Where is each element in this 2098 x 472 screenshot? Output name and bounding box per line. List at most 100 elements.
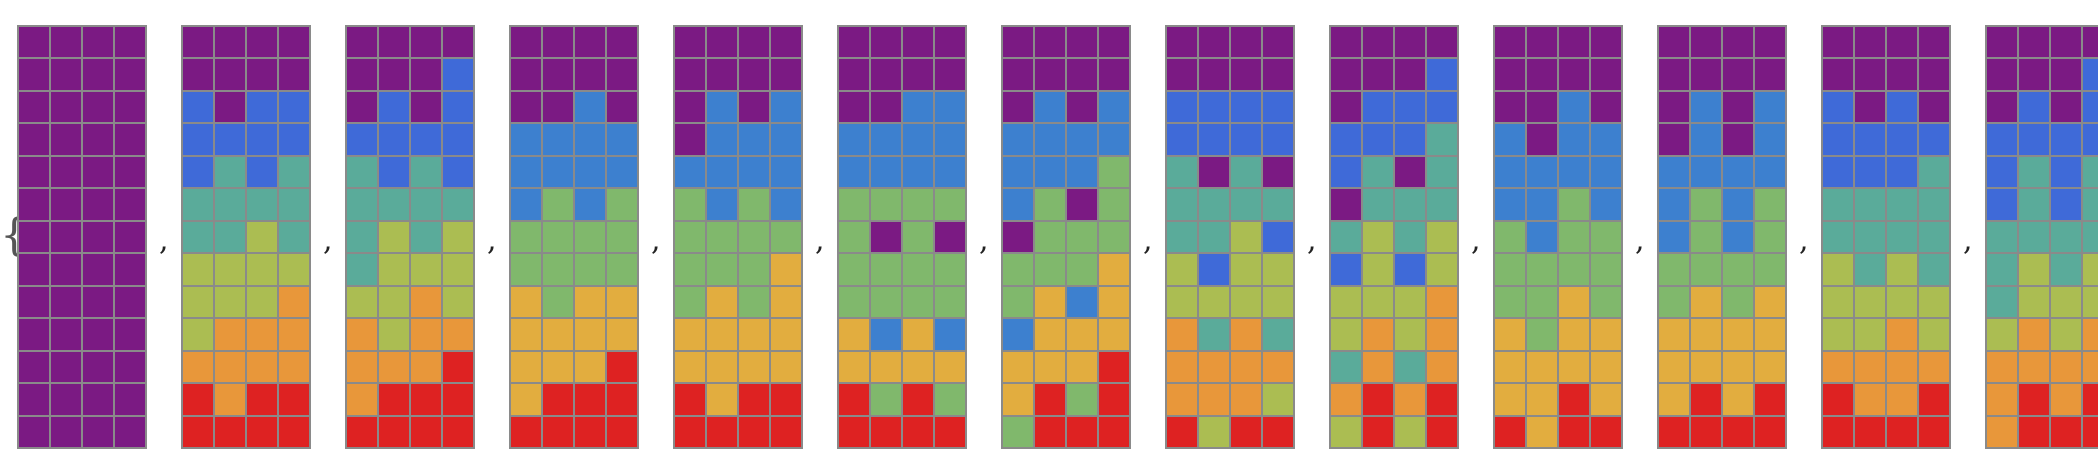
- grid-cell: [215, 384, 245, 415]
- grid-cell: [379, 351, 409, 383]
- grid-cell: [1003, 91, 1033, 123]
- grid-cell: [115, 254, 145, 285]
- grid-cell: [1755, 384, 1785, 415]
- grid-cell: [1887, 416, 1917, 447]
- grid-cell: [115, 124, 145, 155]
- grid-cell: [1067, 27, 1097, 58]
- grid-cell: [1919, 91, 1949, 123]
- grid-cell: [1099, 27, 1129, 58]
- grid-cell: [411, 27, 441, 58]
- grid-cell: [1427, 351, 1457, 383]
- grid-cell: [1919, 124, 1949, 155]
- grid-cell: [1855, 124, 1885, 155]
- grid-cell: [1199, 189, 1229, 220]
- grid-cell: [1527, 27, 1557, 58]
- grid-cell: [443, 254, 473, 285]
- grid-cell: [935, 416, 965, 447]
- grid-cell: [1855, 416, 1885, 447]
- grid-cell: [51, 384, 81, 415]
- color-grid: [1329, 25, 1459, 449]
- grid-cell: [607, 124, 637, 155]
- grid-cell: [1363, 156, 1393, 188]
- grid-cell: [2083, 351, 2098, 383]
- grid-cell: [115, 286, 145, 318]
- grid-cell: [1099, 319, 1129, 350]
- grid-cell: [1363, 27, 1393, 58]
- grid-cell: [1395, 189, 1425, 220]
- grid-cell: [1755, 416, 1785, 447]
- grid-cell: [1823, 254, 1853, 285]
- grid-cell: [347, 124, 377, 155]
- grid-cell: [51, 156, 81, 188]
- grid-cell: [1363, 59, 1393, 90]
- grid-cell: [1723, 416, 1753, 447]
- grid-cell: [903, 124, 933, 155]
- grid-cell: [1495, 416, 1525, 447]
- grid-cell: [411, 189, 441, 220]
- grid-cell: [1755, 156, 1785, 188]
- grid-cell: [575, 286, 605, 318]
- grid-cell: [115, 27, 145, 58]
- grid-cell: [1167, 286, 1197, 318]
- grid-cell: [543, 91, 573, 123]
- grid-cell: [2051, 27, 2081, 58]
- grid-cell: [2051, 221, 2081, 253]
- grid-cell: [543, 27, 573, 58]
- grid-cell: [1003, 189, 1033, 220]
- grid-cell: [1659, 27, 1689, 58]
- grid-cell: [1559, 351, 1589, 383]
- grid-cell: [707, 59, 737, 90]
- grid-cell: [1395, 351, 1425, 383]
- grid-cell: [1427, 27, 1457, 58]
- grid-cell: [1591, 286, 1621, 318]
- grid-cell: [1723, 156, 1753, 188]
- grid-cell: [739, 27, 769, 58]
- grid-cell: [839, 189, 869, 220]
- grid-cell: [411, 254, 441, 285]
- grid-cell: [1755, 27, 1785, 58]
- grid-cell: [1559, 286, 1589, 318]
- grid-cell: [543, 319, 573, 350]
- grid-cell: [839, 286, 869, 318]
- grid-cell: [1987, 384, 2017, 415]
- grid-cell: [247, 351, 277, 383]
- grid-cell: [379, 286, 409, 318]
- grid-cell: [1691, 286, 1721, 318]
- grid-cell: [1495, 156, 1525, 188]
- grid-cell: [19, 221, 49, 253]
- grid-cell: [411, 319, 441, 350]
- grid-cell: [2083, 156, 2098, 188]
- grid-cell: [1887, 351, 1917, 383]
- grid-cell: [739, 156, 769, 188]
- grid-cell: [935, 254, 965, 285]
- grid-cell: [1427, 319, 1457, 350]
- grid-cell: [575, 27, 605, 58]
- grid-cell: [1723, 384, 1753, 415]
- grid-cell: [247, 27, 277, 58]
- grid-cell: [1823, 156, 1853, 188]
- grid-cell: [51, 59, 81, 90]
- grid-cell: [1855, 156, 1885, 188]
- grid-cell: [839, 27, 869, 58]
- color-grid: [1165, 25, 1295, 449]
- grid-cell: [607, 416, 637, 447]
- grid-cell: [379, 416, 409, 447]
- grid-cell: [1659, 221, 1689, 253]
- grid-cell: [51, 189, 81, 220]
- grid-cell: [1263, 221, 1293, 253]
- grid-cell: [1395, 384, 1425, 415]
- grid-cell: [1099, 156, 1129, 188]
- grid-cell: [1427, 91, 1457, 123]
- grid-cell: [1331, 221, 1361, 253]
- comma-separator: ,: [979, 223, 989, 258]
- grid-cell: [83, 189, 113, 220]
- grid-cell: [347, 27, 377, 58]
- grid-cell: [215, 286, 245, 318]
- grid-cell: [2083, 91, 2098, 123]
- grid-cell: [1559, 189, 1589, 220]
- grid-cell: [1887, 254, 1917, 285]
- grid-cell: [511, 91, 541, 123]
- grid-cell: [247, 319, 277, 350]
- grid-cell: [1331, 27, 1361, 58]
- grid-cell: [1659, 59, 1689, 90]
